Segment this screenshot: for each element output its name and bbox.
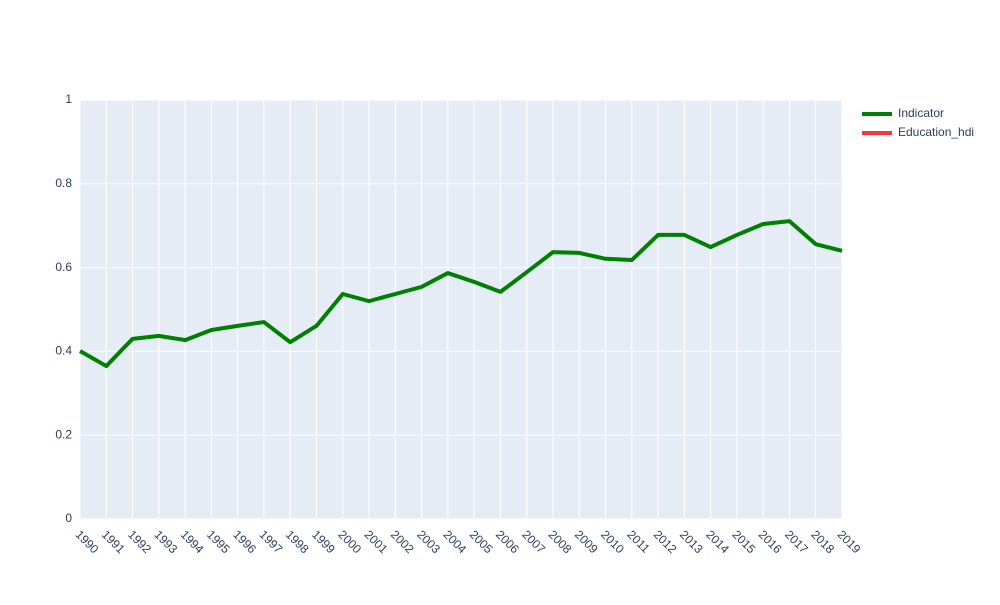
x-tick-label: 1996: [230, 527, 259, 556]
x-tick-label: 1992: [125, 527, 154, 556]
x-tick-label: 2012: [651, 527, 680, 556]
legend-label: Indicator: [898, 106, 944, 120]
x-tick-label: 2010: [598, 527, 627, 556]
x-tick-label: 1998: [283, 527, 312, 556]
legend-label: Education_hdi: [898, 125, 974, 139]
x-tick-label: 1995: [204, 527, 233, 556]
x-tick-label: 1997: [257, 527, 286, 556]
x-tick-label: 2009: [572, 527, 601, 556]
x-tick-label: 1991: [99, 527, 128, 556]
y-tick-label: 0: [65, 511, 72, 525]
x-tick-label: 2007: [519, 527, 548, 556]
x-tick-label: 2013: [677, 527, 706, 556]
x-tick-label: 2017: [782, 527, 811, 556]
y-tick-label: 0.6: [55, 260, 72, 274]
x-tick-label: 2019: [835, 527, 864, 556]
x-tick-label: 1999: [309, 527, 338, 556]
x-tick-label: 2014: [703, 527, 732, 556]
x-tick-label: 2015: [730, 527, 759, 556]
x-tick-label: 2001: [362, 527, 391, 556]
x-tick-label: 2005: [467, 527, 496, 556]
x-tick-label: 2004: [440, 527, 469, 556]
line: [79, 219, 843, 369]
y-tick-label: 0.8: [55, 176, 72, 190]
x-tick-label: 2006: [493, 527, 522, 556]
x-tick-label: 2018: [808, 527, 837, 556]
x-tick-label: 2002: [388, 527, 417, 556]
x-tick-label: 2000: [335, 527, 364, 556]
plot-area: [80, 100, 842, 519]
y-tick-label: 0.4: [55, 344, 72, 358]
y-tick-label: 1: [65, 92, 72, 106]
x-tick-label: 1994: [178, 527, 207, 556]
x-tick-label: 2008: [546, 527, 575, 556]
x-tick-label: 2016: [756, 527, 785, 556]
y-tick-label: 0.2: [55, 427, 72, 441]
x-tick-label: 2003: [414, 527, 443, 556]
x-tick-label: 1990: [73, 527, 102, 556]
x-tick-label: 1993: [151, 527, 180, 556]
x-tick-label: 2011: [624, 527, 652, 555]
